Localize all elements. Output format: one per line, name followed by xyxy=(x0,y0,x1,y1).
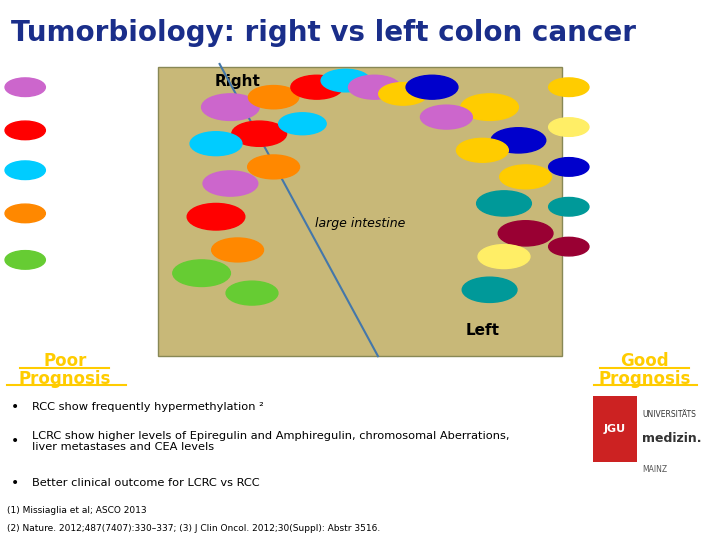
Text: Left: Left xyxy=(465,323,500,338)
Circle shape xyxy=(5,161,45,179)
Text: large intestine: large intestine xyxy=(315,217,405,230)
Text: Prognosis: Prognosis xyxy=(19,370,111,388)
Circle shape xyxy=(232,121,287,146)
Text: MAINZ: MAINZ xyxy=(642,465,667,474)
Circle shape xyxy=(190,132,242,156)
Circle shape xyxy=(321,69,370,92)
Circle shape xyxy=(5,251,45,269)
Circle shape xyxy=(379,83,428,105)
Text: EGFR gain: EGFR gain xyxy=(601,200,662,213)
Text: MSI: MSI xyxy=(60,124,81,137)
Circle shape xyxy=(462,277,517,302)
Text: Mucinous
differentiation: Mucinous differentiation xyxy=(60,246,144,274)
Circle shape xyxy=(549,78,589,97)
Circle shape xyxy=(549,198,589,216)
Text: •: • xyxy=(11,435,19,448)
Text: Cetuximab: Cetuximab xyxy=(598,329,690,344)
Text: Right: Right xyxy=(215,74,261,89)
Circle shape xyxy=(5,78,45,97)
Text: High mutation: High mutation xyxy=(11,299,133,314)
Text: •: • xyxy=(11,476,19,490)
Text: LCRC show higher levels of Epiregulin and Amphiregulin, chromosomal Aberrations,: LCRC show higher levels of Epiregulin an… xyxy=(32,431,510,453)
FancyBboxPatch shape xyxy=(158,68,562,356)
Circle shape xyxy=(549,158,589,176)
Circle shape xyxy=(279,113,326,134)
Circle shape xyxy=(491,128,546,153)
Circle shape xyxy=(248,155,300,179)
Circle shape xyxy=(406,75,458,99)
Text: Prognosis: Prognosis xyxy=(598,370,690,388)
Text: 18q loss: 18q loss xyxy=(601,120,650,133)
Text: EREG expression: EREG expression xyxy=(601,80,701,94)
Circle shape xyxy=(420,105,472,129)
Circle shape xyxy=(291,75,343,99)
Text: PIK3CA: PIK3CA xyxy=(60,207,102,220)
Circle shape xyxy=(461,94,518,120)
Text: •: • xyxy=(11,400,19,414)
Text: HER2 gain: HER2 gain xyxy=(601,240,662,253)
Text: JGU: JGU xyxy=(604,424,626,434)
Text: RCC show frequently hypermethylation ²: RCC show frequently hypermethylation ² xyxy=(32,402,264,411)
Circle shape xyxy=(212,238,264,262)
Text: Sensitive to: Sensitive to xyxy=(593,299,696,314)
Circle shape xyxy=(456,138,508,162)
Text: Frequency: Frequency xyxy=(27,329,117,344)
Circle shape xyxy=(248,85,299,109)
Text: medizin.: medizin. xyxy=(642,431,702,445)
Circle shape xyxy=(226,281,278,305)
Circle shape xyxy=(202,94,259,120)
Text: UNIVERSITÄTS: UNIVERSITÄTS xyxy=(642,410,696,419)
Text: 20q Gain: 20q Gain xyxy=(601,160,654,173)
FancyBboxPatch shape xyxy=(593,396,637,462)
Circle shape xyxy=(187,204,245,230)
Circle shape xyxy=(500,165,552,189)
Circle shape xyxy=(477,191,531,216)
Circle shape xyxy=(498,221,553,246)
Circle shape xyxy=(5,204,45,222)
Circle shape xyxy=(173,260,230,286)
Text: Better clinical outcome for LCRC vs RCC: Better clinical outcome for LCRC vs RCC xyxy=(32,478,260,488)
Text: (2) Nature. 2012;487(7407):330–337; (3) J Clin Oncol. 2012;30(Suppl): Abstr 3516: (2) Nature. 2012;487(7407):330–337; (3) … xyxy=(7,524,380,533)
Text: KRAS: KRAS xyxy=(60,164,91,177)
Text: Tumorbiology: right vs left colon cancer: Tumorbiology: right vs left colon cancer xyxy=(11,19,636,47)
Circle shape xyxy=(549,237,589,256)
Circle shape xyxy=(549,118,589,137)
Text: Good: Good xyxy=(620,352,669,370)
Circle shape xyxy=(478,245,530,268)
Text: BRAF mut: BRAF mut xyxy=(60,80,117,94)
Circle shape xyxy=(348,75,400,99)
Text: Poor: Poor xyxy=(43,352,86,370)
Text: (1) Missiaglia et al; ASCO 2013: (1) Missiaglia et al; ASCO 2013 xyxy=(7,507,147,515)
Circle shape xyxy=(203,171,258,196)
Circle shape xyxy=(5,121,45,140)
